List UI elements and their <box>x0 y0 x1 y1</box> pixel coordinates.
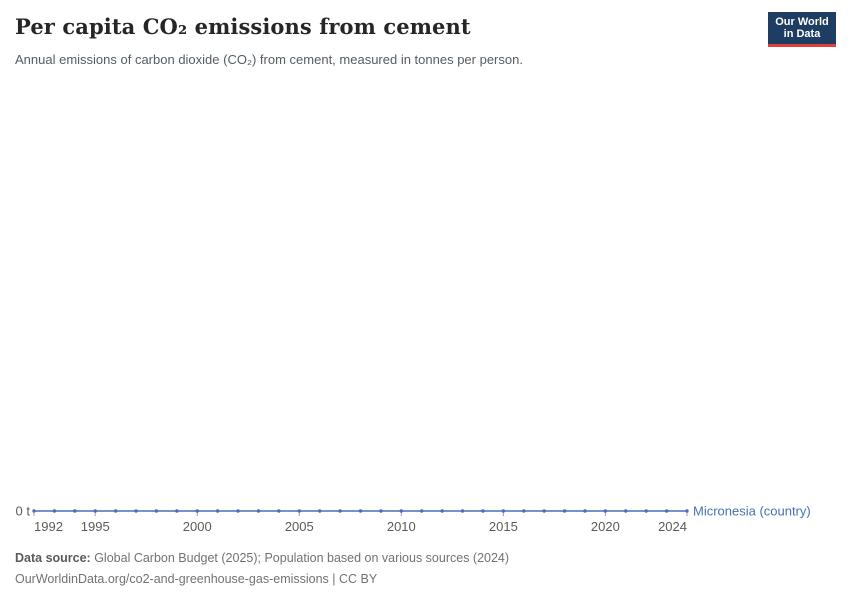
page-subtitle: Annual emissions of carbon dioxide (CO₂)… <box>15 52 523 67</box>
data-point[interactable] <box>277 509 281 513</box>
data-point[interactable] <box>113 509 118 513</box>
data-point[interactable] <box>73 509 77 513</box>
data-source-text: Global Carbon Budget (2025); Population … <box>90 551 510 565</box>
x-axis-tick-label: 1995 <box>81 519 110 534</box>
x-axis-tick-label: 2020 <box>591 519 620 534</box>
owid-logo-line2: in Data <box>783 28 821 40</box>
data-point[interactable] <box>501 509 506 513</box>
data-point[interactable] <box>399 509 404 513</box>
data-point[interactable] <box>522 509 526 513</box>
data-point[interactable] <box>481 509 485 513</box>
chart-footer: Data source: Global Carbon Budget (2025)… <box>15 548 835 590</box>
owid-logo-line1: Our World <box>775 15 829 28</box>
data-point[interactable] <box>338 509 342 513</box>
x-axis-tick-label: 2000 <box>183 519 212 534</box>
y-axis-zero-label: 0 t <box>16 504 31 519</box>
data-point[interactable] <box>420 509 424 513</box>
data-point[interactable] <box>32 509 36 513</box>
data-point[interactable] <box>175 509 179 513</box>
data-point[interactable] <box>583 509 587 513</box>
data-point[interactable] <box>664 509 669 513</box>
x-axis-tick-label: 2024 <box>658 519 687 534</box>
data-point[interactable] <box>460 509 465 513</box>
data-point[interactable] <box>685 509 689 513</box>
data-point[interactable] <box>297 509 301 513</box>
data-point[interactable] <box>603 509 608 513</box>
data-point[interactable] <box>134 509 138 513</box>
data-point[interactable] <box>379 509 383 513</box>
x-axis-tick-label: 2010 <box>387 519 416 534</box>
page-title: Per capita CO₂ emissions from cement <box>15 14 471 39</box>
data-point[interactable] <box>215 509 220 513</box>
data-point[interactable] <box>195 509 199 513</box>
data-point[interactable] <box>317 509 322 513</box>
data-source-label: Data source: <box>15 551 91 565</box>
x-axis-tick-label: 1992 <box>34 519 63 534</box>
data-point[interactable] <box>644 509 648 513</box>
data-point[interactable] <box>52 509 57 513</box>
data-point[interactable] <box>154 509 159 513</box>
owid-logo[interactable]: Our World in Data <box>768 12 836 47</box>
data-point[interactable] <box>440 509 444 513</box>
data-point[interactable] <box>624 509 628 513</box>
data-point[interactable] <box>562 509 567 513</box>
attribution-link[interactable]: OurWorldinData.org/co2-and-greenhouse-ga… <box>15 572 378 586</box>
series-label[interactable]: Micronesia (country) <box>693 504 811 519</box>
x-axis-tick-label: 2005 <box>285 519 314 534</box>
data-point[interactable] <box>93 509 97 513</box>
data-point[interactable] <box>256 509 261 513</box>
x-axis-tick-label: 2015 <box>489 519 518 534</box>
data-point[interactable] <box>236 509 240 513</box>
data-point[interactable] <box>358 509 363 513</box>
data-point[interactable] <box>542 509 546 513</box>
